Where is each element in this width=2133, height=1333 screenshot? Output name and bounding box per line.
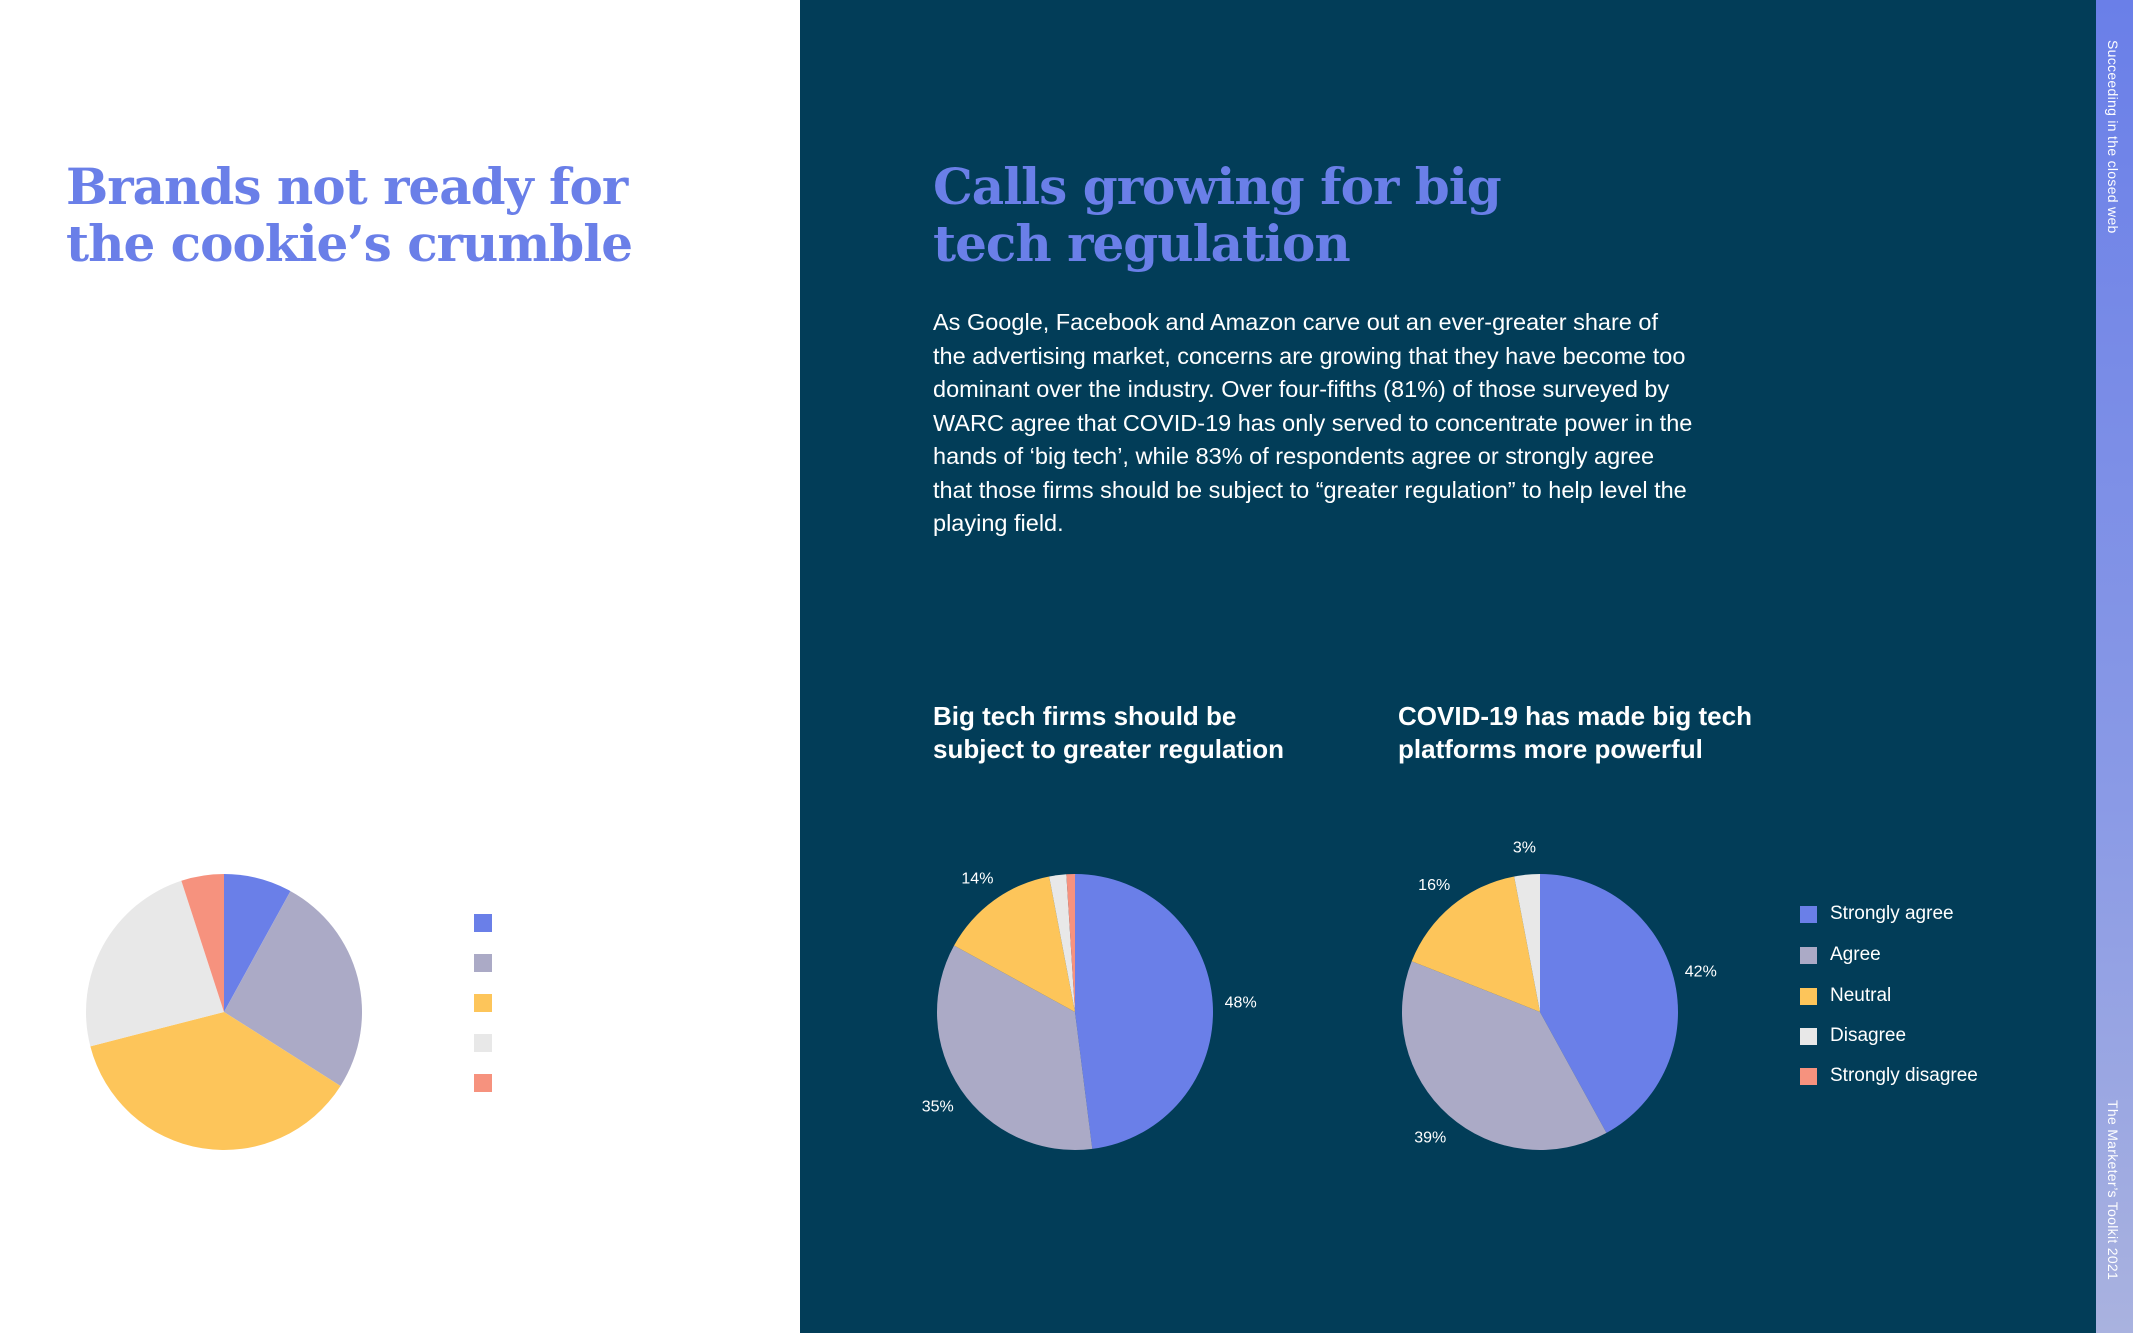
chart-2-label-strongly-agree: 42% — [1685, 964, 1717, 981]
chart-1-title: Big tech firms should be subject to grea… — [933, 700, 1284, 766]
legend-swatch-neutral — [1800, 988, 1817, 1005]
legend-swatch-strongly-disagree — [1800, 1068, 1817, 1085]
chart-2-label-disagree: 3% — [1513, 840, 1536, 857]
left-legend-swatch-2 — [474, 954, 492, 972]
side-running-title: Succeeding in the closed web — [2105, 40, 2121, 234]
chart-2-title-line-2: platforms more powerful — [1398, 734, 1703, 764]
chart-2-slice-neutral — [1411, 876, 1540, 1012]
left-headline-line-2: the cookie’s crumble — [66, 214, 633, 273]
chart-2-slice-strongly-agree — [1540, 874, 1678, 1133]
chart-2-title-line-1: COVID-19 has made big tech — [1398, 701, 1752, 731]
legend-label-strongly-agree: Strongly agree — [1830, 903, 1954, 924]
chart-1-slice-strongly-agree — [1075, 874, 1213, 1149]
chart-1-label-agree: 35% — [922, 1098, 954, 1115]
chart-3-slice-strongly-agree — [224, 874, 291, 1012]
side-publication-title: The Marketer’s Toolkit 2021 — [2105, 1100, 2121, 1281]
chart-1-slice-neutral — [954, 876, 1075, 1012]
left-legend-swatch-4 — [474, 1034, 492, 1052]
legend-swatch-agree — [1800, 947, 1817, 964]
chart-1-title-line-1: Big tech firms should be — [933, 701, 1237, 731]
legend-label-neutral: Neutral — [1830, 985, 1892, 1006]
legend-swatch-strongly-agree — [1800, 906, 1817, 923]
side-strip — [2096, 0, 2133, 1333]
left-legend-swatch-1 — [474, 914, 492, 932]
chart-2-label-neutral: 16% — [1418, 877, 1450, 894]
left-legend-swatch-3 — [474, 994, 492, 1012]
right-headline-line-1: Calls growing for big — [933, 157, 1502, 216]
chart-2-slice-disagree — [1514, 874, 1540, 1012]
left-headline-line-1: Brands not ready for — [66, 157, 628, 216]
legend-label-disagree: Disagree — [1830, 1025, 1907, 1046]
chart-3-slice-neutral — [90, 1012, 341, 1150]
right-headline: Calls growing for big tech regulation — [933, 157, 1502, 273]
legend-label-agree: Agree — [1830, 944, 1881, 965]
chart-3-slice-disagree — [85, 880, 224, 1047]
right-body-text: As Google, Facebook and Amazon carve out… — [933, 309, 1693, 536]
chart-1-title-line-2: subject to greater regulation — [933, 734, 1285, 764]
chart-2-label-agree: 39% — [1414, 1130, 1446, 1147]
chart-2-slice-agree — [1402, 961, 1607, 1150]
chart-1-slice-agree — [936, 945, 1093, 1150]
chart-2-title: COVID-19 has made big tech platforms mor… — [1398, 700, 1752, 766]
chart-1-label-strongly-agree: 48% — [1225, 995, 1257, 1012]
chart-3-slice-agree — [224, 891, 362, 1086]
left-legend-swatch-5 — [474, 1074, 492, 1092]
chart-1-slice-disagree — [1049, 874, 1075, 1012]
chart-1-label-neutral: 14% — [961, 871, 993, 888]
legend-label-strongly-disagree: Strongly disagree — [1830, 1065, 1978, 1086]
chart-1-slice-strongly-disagree — [1066, 874, 1075, 1012]
legend-swatch-disagree — [1800, 1028, 1817, 1045]
left-headline: Brands not ready for the cookie’s crumbl… — [66, 157, 633, 273]
right-headline-line-2: tech regulation — [933, 214, 1351, 273]
chart-3-slice-strongly-disagree — [181, 874, 224, 1012]
